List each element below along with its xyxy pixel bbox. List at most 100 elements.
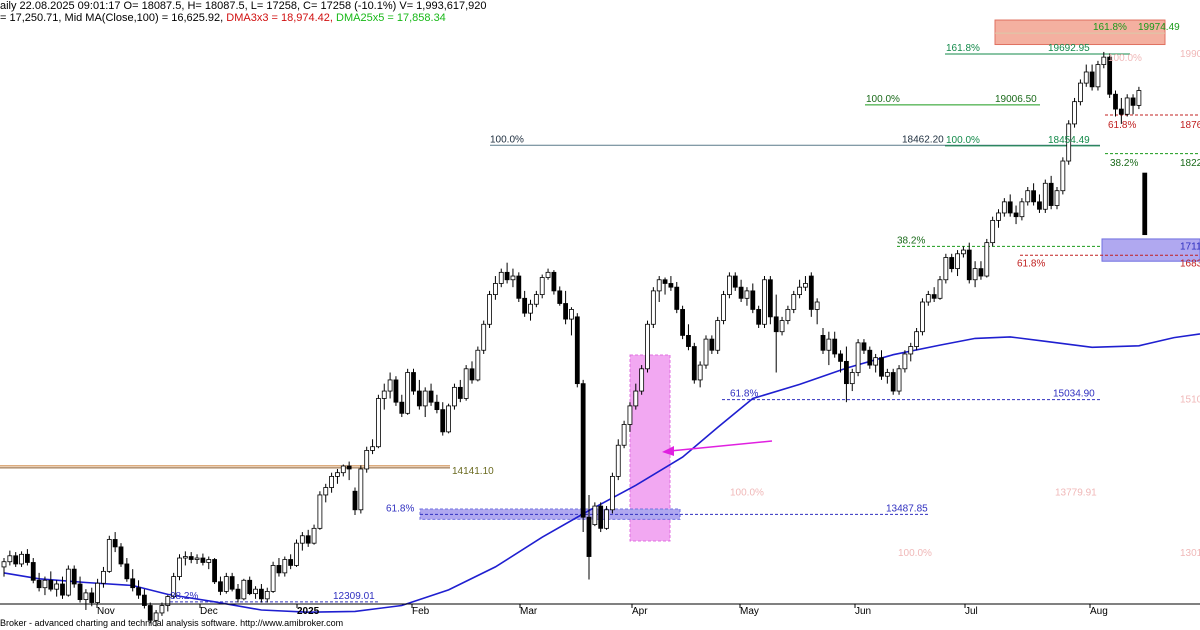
candle-body	[235, 588, 241, 600]
candle-body	[598, 505, 604, 529]
candle-body	[1054, 190, 1060, 206]
candle-body	[1101, 56, 1107, 65]
candle-body	[563, 303, 568, 320]
candle	[112, 532, 118, 553]
candle-body	[1013, 212, 1019, 218]
candle-body	[492, 283, 498, 295]
fib-level-percent: 38.2%	[897, 235, 925, 246]
candle-body	[920, 301, 925, 333]
candle	[697, 361, 703, 388]
candle-body	[1007, 201, 1013, 214]
candle	[147, 602, 153, 624]
candle	[136, 580, 141, 599]
candle-body	[118, 546, 124, 565]
candle	[276, 558, 282, 577]
candle	[879, 350, 884, 380]
candle	[978, 261, 984, 280]
moving-average-layer	[3, 333, 1200, 614]
moving-average-line	[3, 333, 1200, 614]
candle	[510, 268, 516, 288]
candle-body	[557, 290, 563, 304]
candle	[422, 387, 428, 418]
candle-body	[381, 390, 387, 399]
candle	[785, 305, 791, 325]
candle-body	[937, 279, 943, 299]
candle	[118, 543, 124, 567]
candle-body	[621, 424, 627, 446]
candle-body	[1124, 97, 1130, 115]
candle	[253, 586, 258, 599]
indicator-header: = 17,250.71, Mid MA(Close,100) = 16,625.…	[0, 12, 446, 24]
candle	[247, 576, 253, 596]
candle-body	[1019, 201, 1025, 218]
candle	[101, 566, 106, 588]
annotation-arrow-shaft	[669, 440, 773, 452]
candle	[1118, 97, 1124, 124]
candle	[229, 572, 235, 592]
candle-body	[463, 368, 469, 399]
candle	[188, 552, 194, 564]
dma3-readout: DMA3x3 = 18,974.42,	[226, 12, 337, 24]
candle-body	[1083, 71, 1089, 84]
candle-body	[54, 583, 60, 590]
candle-body	[1130, 97, 1136, 106]
candle-body	[387, 379, 393, 392]
candle-body	[1048, 182, 1054, 206]
candle-body	[820, 335, 826, 351]
fib-level-percent: 100.0%	[490, 134, 524, 145]
candle	[65, 565, 71, 597]
candle	[615, 439, 621, 481]
candle	[206, 556, 212, 570]
candle	[1025, 186, 1031, 206]
candle	[212, 558, 218, 584]
candle	[30, 558, 36, 584]
candle	[732, 272, 738, 291]
fib-level-percent: 161.8%	[1093, 22, 1127, 33]
x-axis-tick-label: Feb	[412, 606, 430, 617]
candle	[738, 279, 744, 303]
candle	[569, 307, 574, 336]
candle-body	[452, 386, 457, 407]
candle-body	[639, 368, 645, 392]
candle-body	[826, 338, 832, 351]
candle-body	[194, 557, 200, 560]
candle-body	[288, 559, 294, 566]
candle-body	[311, 527, 317, 544]
candle	[574, 313, 580, 388]
candle	[1013, 205, 1019, 225]
candle	[141, 589, 147, 609]
candle	[680, 305, 685, 340]
candle	[329, 472, 335, 493]
candle-body	[797, 286, 802, 295]
fib-level-value: 19974.49	[1138, 22, 1180, 33]
price-scale-label: 1683	[1180, 259, 1200, 270]
candle-body	[375, 398, 381, 448]
candle	[1142, 172, 1148, 236]
candle	[393, 376, 399, 406]
candle	[645, 320, 650, 373]
faint-level-label: 100.0%	[730, 488, 764, 499]
candle	[592, 502, 598, 527]
candle-body	[996, 212, 1001, 221]
candle	[914, 327, 919, 351]
candle	[311, 524, 317, 545]
candle-body	[1118, 108, 1124, 115]
candle-body	[750, 290, 756, 310]
candle-body	[890, 372, 896, 392]
candle-body	[1078, 82, 1083, 103]
candle-body	[153, 612, 159, 621]
candle-body	[873, 357, 879, 366]
candle	[832, 331, 838, 358]
candle	[1101, 51, 1107, 69]
candle-body	[416, 390, 422, 407]
candle	[487, 290, 492, 328]
candle	[902, 350, 908, 373]
candle-body	[200, 557, 206, 563]
candle	[668, 276, 674, 291]
candle	[551, 270, 557, 295]
candle	[299, 532, 305, 551]
price-scale-label: 1822	[1180, 158, 1200, 169]
candle-body	[177, 557, 182, 577]
candle-body	[106, 539, 112, 572]
